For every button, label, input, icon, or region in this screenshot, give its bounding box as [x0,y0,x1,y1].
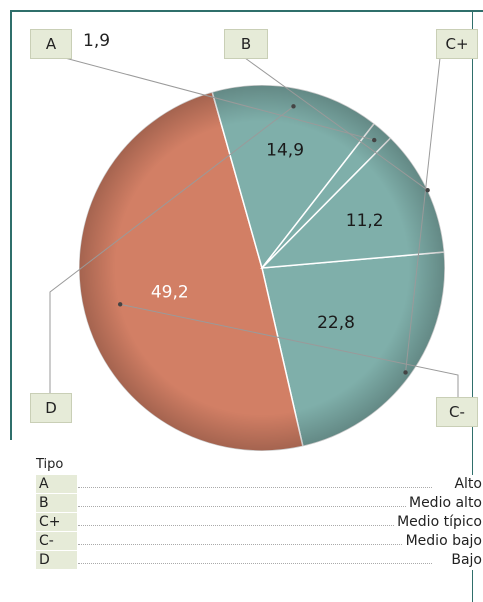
legend-name: Bajo [448,551,482,570]
value-label-a: 1,9 [83,31,111,51]
legend-title: Tipo [36,457,64,472]
legend-code: C+ [36,513,77,532]
leader-dot-c- [117,302,123,307]
leader-line-c- [120,303,459,397]
legend-code: D [36,551,77,570]
frame-top-rule [10,10,483,12]
leader-dot-c+ [403,370,408,375]
legend-row-d: D Bajo [36,551,482,570]
tag-b: B [224,29,268,59]
legend-code: A [36,475,77,494]
leader-line-d [49,105,294,393]
legend-code: C- [36,532,77,551]
frame-right-rule [472,10,473,602]
tag-a: A [30,29,72,59]
slice-value-label: 22,8 [317,313,355,333]
legend-row-c-minus: C- Medio bajo [36,532,482,551]
leader-dot-d [291,104,296,109]
tag-c-plus: C+ [436,29,478,59]
legend-dots [78,525,432,526]
slice-value-label: 49,2 [151,283,189,303]
leader-line-b [244,57,428,191]
legend-dots [78,563,432,564]
legend-row-a: A Alto [36,475,482,494]
legend-name: Alto [451,475,482,494]
slice-value-label: 14,9 [266,140,304,160]
legend: Tipo A Alto B Medio alto C+ Medio típico… [36,455,482,570]
legend-name: Medio bajo [402,532,482,551]
legend-row-b: B Medio alto [36,494,482,513]
leader-dot-b [425,187,430,193]
tag-d: D [30,393,72,423]
legend-row-c-plus: C+ Medio típico [36,513,482,532]
frame-left-rule [10,10,12,440]
leader-dot-a [372,137,377,143]
leader-line-a [64,57,375,141]
legend-name: Medio típico [394,513,482,532]
tag-c-minus: C- [436,397,478,427]
legend-code: B [36,494,77,513]
legend-dots [78,487,432,488]
leader-line-c+ [405,57,441,373]
slice-value-label: 11,2 [346,211,384,231]
legend-name: Medio alto [405,494,482,513]
legend-dots [78,506,432,507]
legend-dots [78,544,432,545]
